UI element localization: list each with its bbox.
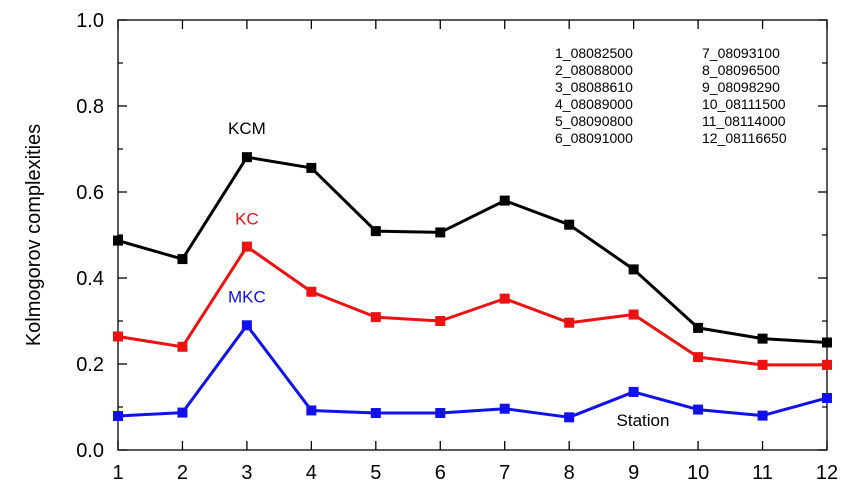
data-point-mkc — [241, 320, 252, 331]
data-point-kcm — [113, 235, 123, 246]
station-annotation: Station — [617, 411, 670, 430]
data-point-kcm — [499, 195, 510, 206]
x-tick-label: 9 — [628, 462, 639, 484]
station-legend-entry: 10_08111500 — [702, 96, 786, 112]
data-point-kc — [822, 359, 832, 370]
station-legend-entry: 11_08114000 — [702, 113, 786, 129]
y-tick-label: 0.6 — [76, 182, 104, 204]
data-point-kc — [693, 352, 704, 363]
data-point-kc — [370, 312, 381, 323]
y-tick-label: 0.4 — [76, 268, 104, 290]
station-legend-entry: 8_08096500 — [702, 62, 780, 78]
series-label-mkc: MKC — [228, 288, 266, 307]
data-point-kc — [628, 309, 639, 320]
data-point-mkc — [113, 411, 123, 422]
x-tick-label: 6 — [435, 462, 446, 484]
data-point-mkc — [370, 408, 381, 419]
station-legend-entry: 3_08088610 — [555, 79, 633, 95]
data-point-kc — [757, 359, 768, 370]
data-point-kc — [177, 341, 188, 352]
data-point-kc — [499, 293, 510, 304]
x-tick-label: 8 — [564, 462, 575, 484]
x-tick-label: 10 — [687, 462, 709, 484]
x-tick-label: 5 — [370, 462, 381, 484]
series-label-kc: KC — [235, 209, 259, 228]
x-tick-label: 11 — [752, 462, 773, 484]
data-point-kc — [306, 286, 317, 297]
data-point-kcm — [564, 219, 575, 230]
data-point-mkc — [435, 408, 446, 419]
station-legend-entry: 7_08093100 — [702, 45, 780, 61]
x-tick-label: 3 — [241, 462, 252, 484]
station-legend-entry: 1_08082500 — [555, 45, 633, 61]
labels-layer: KCM KC MKC Station 1_08082500 7_08093100 2_080… — [228, 45, 787, 430]
axes: 1 2 3 4 5 6 7 8 9 10 11 120.00.20.40.60.81.0 — [76, 10, 838, 484]
data-point-mkc — [306, 405, 317, 416]
data-point-kcm — [757, 333, 768, 344]
x-tick-label: 1 — [112, 462, 123, 484]
station-legend-entry: 6_08091000 — [555, 130, 633, 146]
x-tick-label: 2 — [177, 462, 188, 484]
data-point-kcm — [370, 226, 381, 237]
data-point-kcm — [306, 162, 317, 173]
data-point-kcm — [177, 254, 188, 265]
data-point-kc — [241, 241, 252, 252]
data-point-kcm — [241, 152, 252, 163]
y-tick-label: 0.8 — [76, 96, 104, 118]
series-layer — [113, 152, 832, 423]
data-point-kcm — [822, 337, 832, 348]
y-tick-label: 1.0 — [76, 10, 104, 32]
station-legend-entry: 5_08090800 — [555, 113, 633, 129]
x-tick-label: 7 — [499, 462, 510, 484]
data-point-mkc — [757, 410, 768, 421]
x-tick-label: 12 — [816, 462, 838, 484]
station-legend-entry: 4_08089000 — [555, 96, 633, 112]
data-point-mkc — [628, 386, 639, 397]
data-point-kc — [435, 316, 446, 326]
data-point-kc — [113, 331, 123, 342]
y-tick-label: 0.0 — [76, 440, 104, 462]
data-point-kc — [564, 317, 575, 328]
data-point-kcm — [693, 322, 704, 333]
data-point-mkc — [499, 403, 510, 414]
data-point-mkc — [693, 404, 704, 415]
series-line-mkc — [117, 323, 828, 419]
series-line-kc — [117, 245, 827, 367]
series-line-kcm — [117, 155, 828, 344]
data-point-mkc — [564, 412, 575, 423]
data-point-mkc — [177, 407, 188, 418]
data-point-mkc — [822, 392, 832, 403]
station-legend-entry: 2_08088000 — [555, 62, 633, 78]
data-point-kcm — [628, 264, 639, 275]
y-axis-label: Kolmogorov complexities — [23, 124, 45, 346]
x-tick-label: 4 — [306, 462, 317, 484]
series-label-kcm: KCM — [228, 119, 266, 138]
y-tick-label: 0.2 — [76, 354, 104, 376]
data-point-kcm — [435, 227, 446, 238]
station-legend-entry: 12_08116650 — [702, 130, 787, 146]
station-legend-entry: 9_08098290 — [702, 79, 780, 95]
